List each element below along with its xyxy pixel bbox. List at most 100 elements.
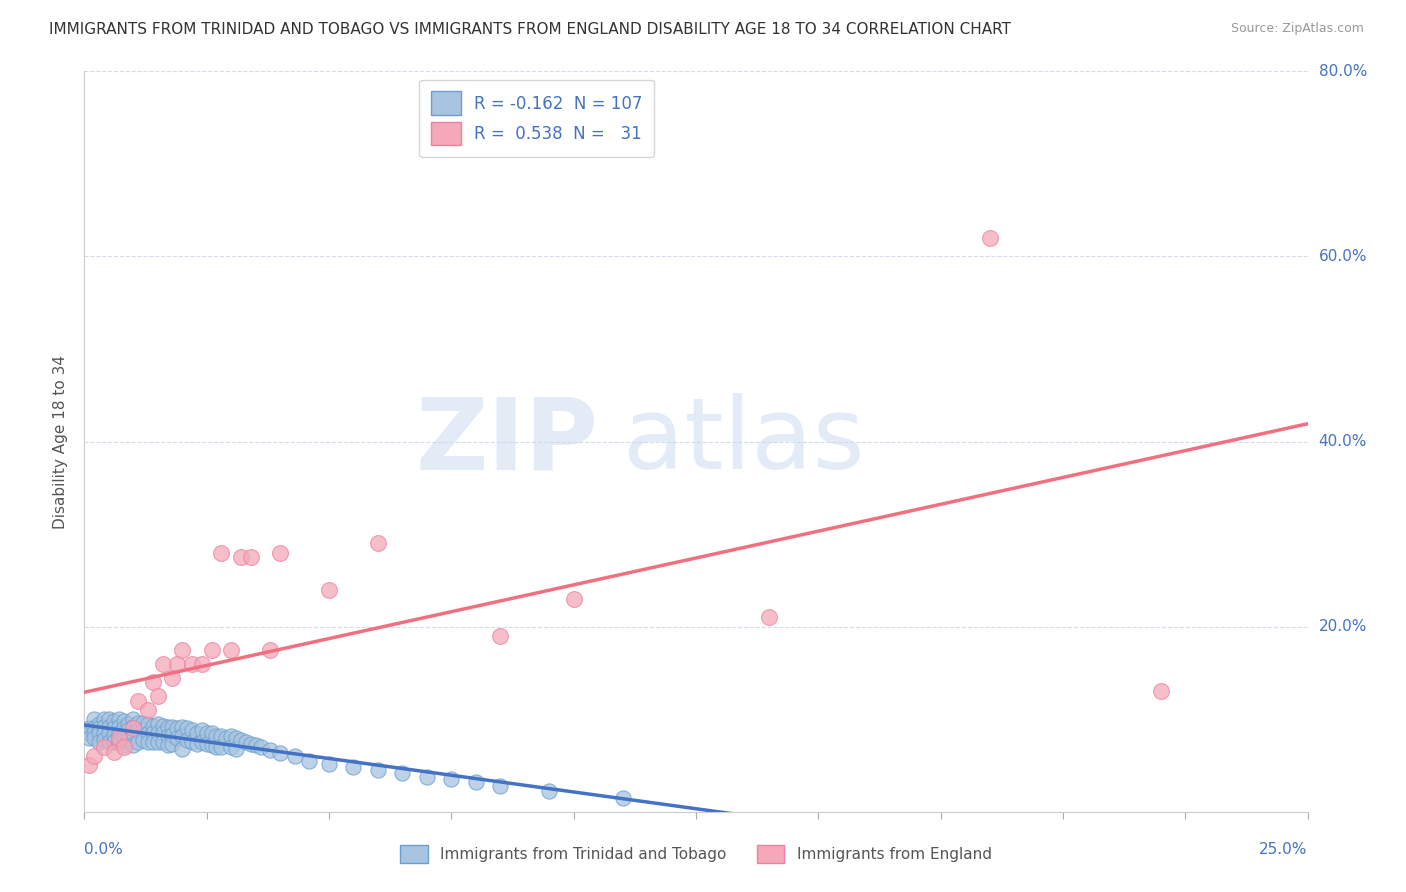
Point [200, 642, 222, 657]
Point [259, 642, 281, 657]
Point [152, 719, 174, 733]
Point [166, 657, 188, 671]
Point [77, 722, 100, 736]
Point [367, 536, 389, 550]
Point [103, 745, 125, 759]
Point [200, 738, 222, 752]
Point [191, 735, 214, 749]
Point [152, 735, 174, 749]
Point [132, 723, 155, 738]
Point [117, 732, 139, 747]
Point [229, 732, 252, 747]
Point [103, 735, 125, 749]
Point [112, 738, 135, 752]
Point [112, 739, 135, 754]
Point [107, 712, 129, 726]
Point [186, 737, 208, 751]
Point [83, 731, 105, 745]
Point [107, 720, 129, 734]
Text: 60.0%: 60.0% [1319, 249, 1367, 264]
Text: IMMIGRANTS FROM TRINIDAD AND TOBAGO VS IMMIGRANTS FROM ENGLAND DISABILITY AGE 18: IMMIGRANTS FROM TRINIDAD AND TOBAGO VS I… [49, 22, 1011, 37]
Text: ZIP: ZIP [415, 393, 598, 490]
Point [172, 729, 194, 743]
Point [162, 671, 184, 685]
Point [136, 716, 159, 731]
Point [176, 732, 198, 747]
Point [538, 784, 561, 798]
Point [191, 723, 214, 738]
Point [87, 735, 110, 749]
Point [77, 758, 100, 772]
Point [136, 735, 159, 749]
Point [136, 726, 159, 740]
Point [225, 741, 247, 756]
Point [979, 231, 1001, 245]
Point [219, 642, 242, 657]
Point [318, 756, 340, 771]
Text: atlas: atlas [623, 393, 865, 490]
Point [97, 712, 120, 726]
Point [342, 760, 364, 774]
Point [269, 747, 291, 761]
Y-axis label: Disability Age 18 to 34: Disability Age 18 to 34 [53, 354, 69, 529]
Point [269, 545, 291, 560]
Point [127, 735, 149, 749]
Point [146, 716, 169, 731]
Point [464, 775, 486, 789]
Point [186, 726, 208, 740]
Point [195, 737, 218, 751]
Point [93, 720, 115, 734]
Point [209, 545, 232, 560]
Point [172, 720, 194, 734]
Point [156, 729, 179, 743]
Text: 20.0%: 20.0% [1319, 619, 1367, 634]
Point [440, 772, 463, 787]
Point [562, 591, 585, 606]
Point [107, 735, 129, 749]
Point [83, 749, 105, 764]
Point [142, 726, 165, 740]
Point [181, 723, 204, 738]
Point [127, 694, 149, 708]
Point [318, 582, 340, 597]
Point [107, 731, 129, 745]
Text: 0.0%: 0.0% [84, 842, 124, 857]
Point [191, 657, 214, 671]
Point [239, 737, 262, 751]
Point [83, 726, 105, 740]
Point [219, 739, 242, 754]
Point [97, 726, 120, 740]
Point [172, 642, 194, 657]
Point [181, 735, 204, 749]
Point [225, 731, 247, 745]
Point [152, 726, 174, 740]
Point [229, 550, 252, 565]
Point [117, 723, 139, 738]
Point [83, 712, 105, 726]
Point [77, 731, 100, 745]
Point [122, 726, 145, 740]
Point [93, 739, 115, 754]
Text: 40.0%: 40.0% [1319, 434, 1367, 449]
Point [127, 715, 149, 730]
Point [93, 726, 115, 740]
Point [146, 726, 169, 740]
Point [122, 722, 145, 736]
Point [77, 726, 100, 740]
Point [162, 728, 184, 742]
Point [107, 726, 129, 740]
Point [391, 765, 413, 780]
Point [209, 729, 232, 743]
Text: 25.0%: 25.0% [1260, 842, 1308, 857]
Point [97, 720, 120, 734]
Point [122, 738, 145, 752]
Point [142, 719, 165, 733]
Point [367, 763, 389, 777]
Point [156, 738, 179, 752]
Point [162, 720, 184, 734]
Point [235, 735, 257, 749]
Point [83, 722, 105, 736]
Point [136, 703, 159, 717]
Point [97, 735, 120, 749]
Point [612, 790, 634, 805]
